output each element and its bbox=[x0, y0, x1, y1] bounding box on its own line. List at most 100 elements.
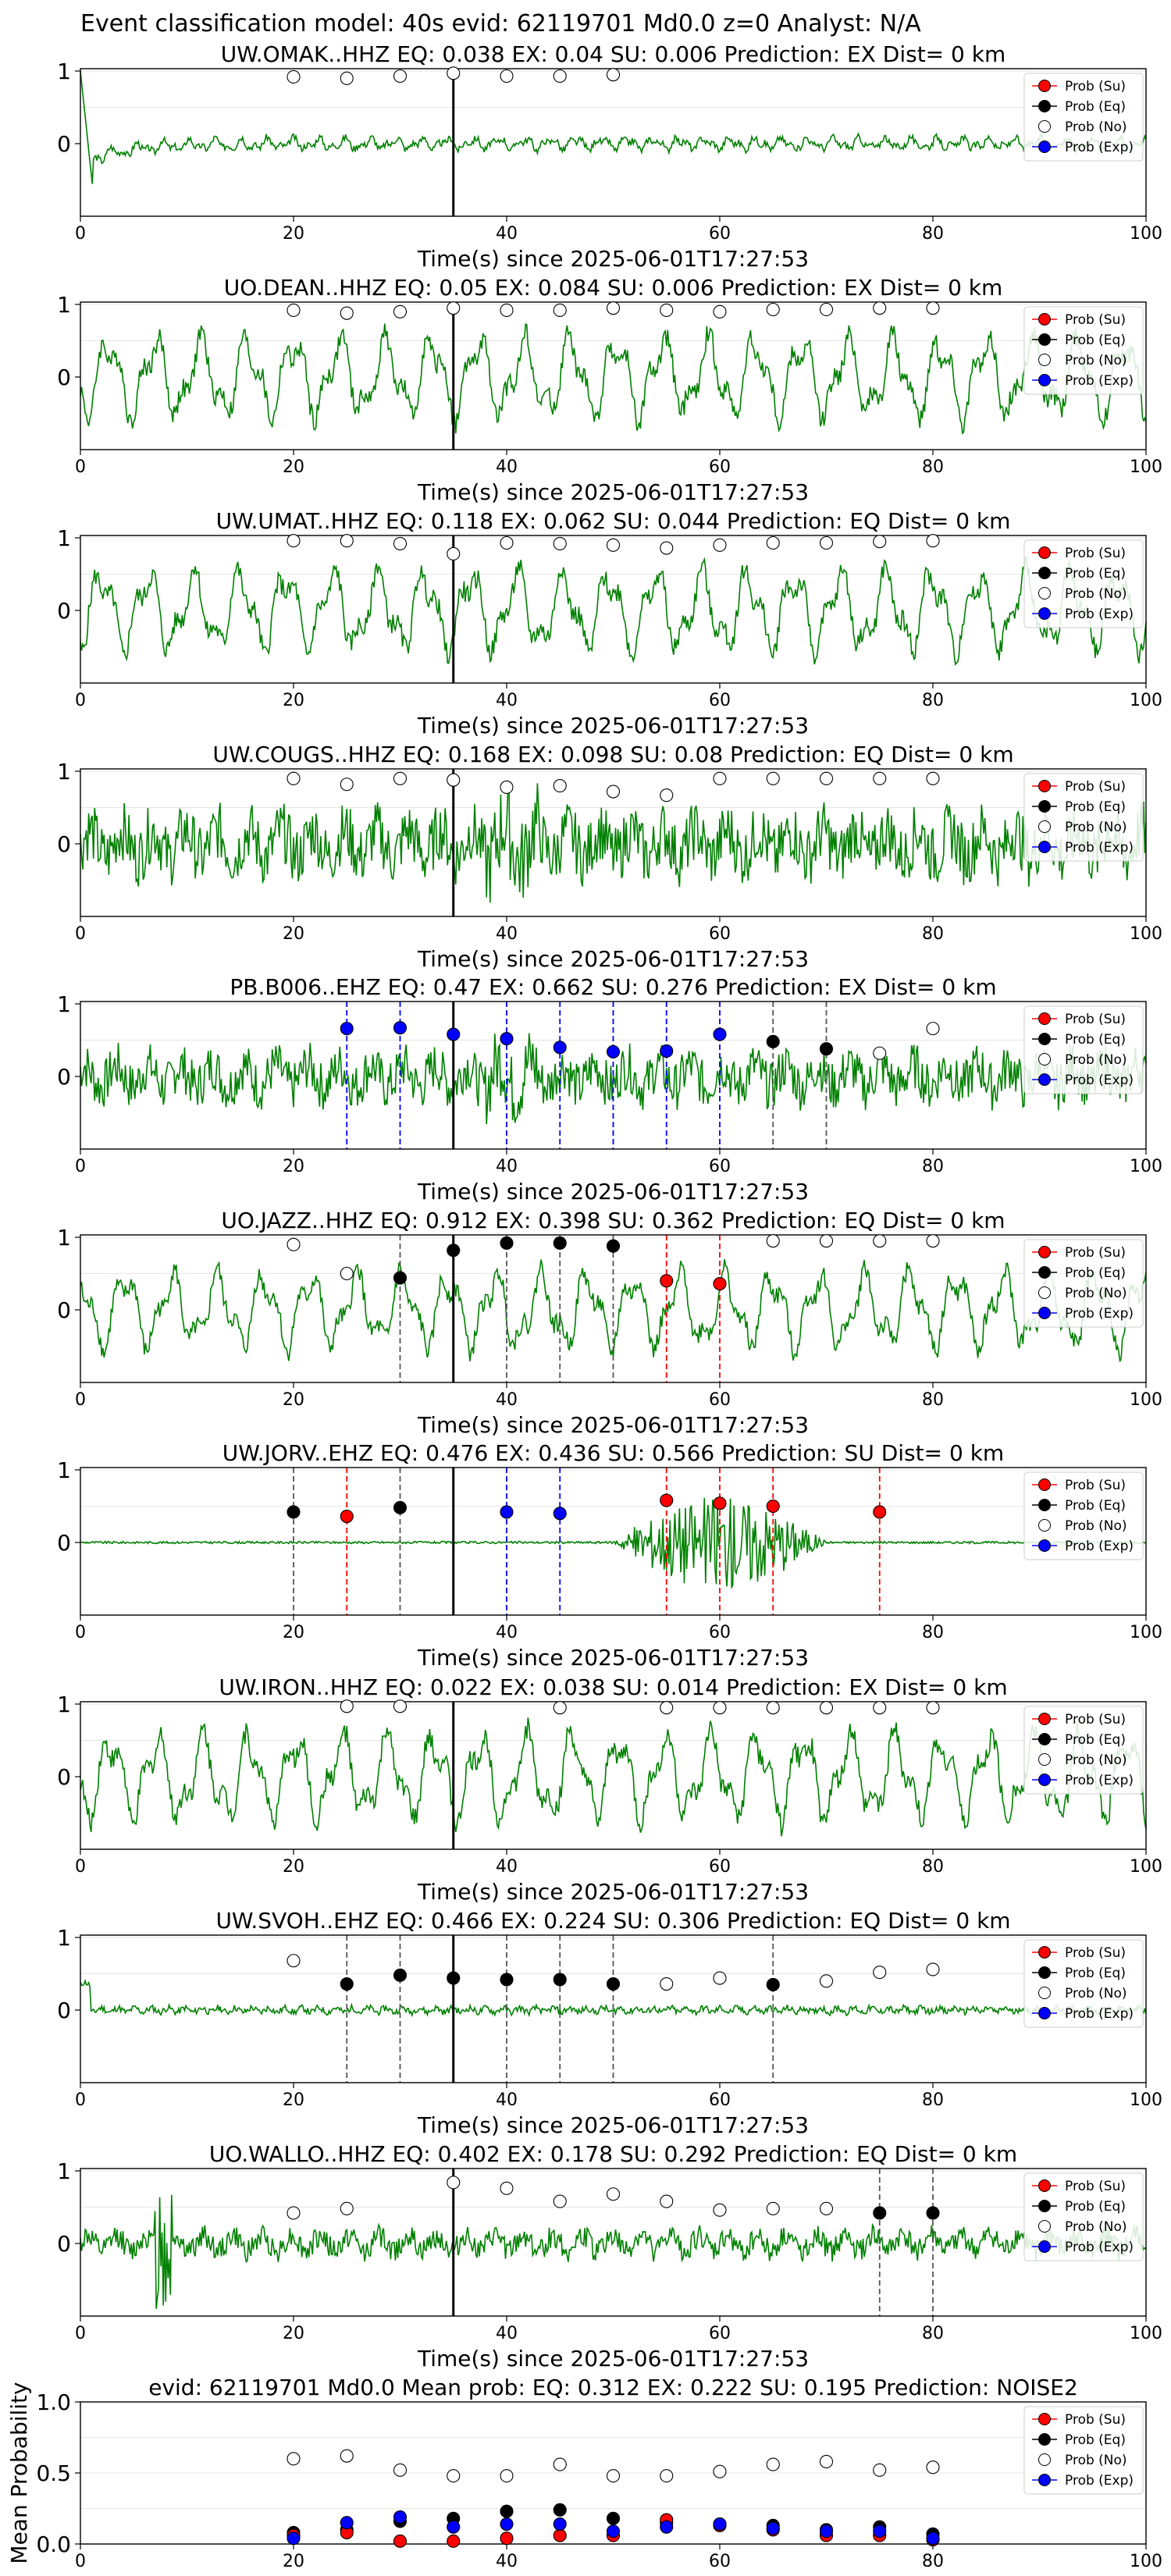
prob-point-no bbox=[287, 303, 301, 317]
prob-point-no bbox=[553, 2457, 567, 2471]
prob-point-eq bbox=[447, 1244, 461, 1258]
panel-5: PB.B006..EHZ EQ: 0.47 EX: 0.662 SU: 0.27… bbox=[57, 974, 1162, 1204]
prob-point-no bbox=[553, 303, 567, 317]
legend-marker-su bbox=[1038, 546, 1051, 559]
legend-marker-su bbox=[1038, 313, 1051, 326]
legend-label: Prob (Su) bbox=[1065, 79, 1126, 94]
axes-frame bbox=[80, 1001, 1147, 1150]
prob-point-no bbox=[340, 777, 354, 792]
legend-marker-exp bbox=[1038, 1774, 1051, 1786]
prob-point-no bbox=[926, 534, 940, 548]
legend-label: Prob (Su) bbox=[1065, 2179, 1126, 2194]
prob-point-exp bbox=[393, 1021, 408, 1035]
x-tick-label: 100 bbox=[1130, 691, 1162, 710]
x-tick-label: 60 bbox=[709, 1857, 731, 1877]
x-axis-label: Time(s) since 2025-06-01T17:27:53 bbox=[417, 1412, 809, 1438]
waveform-trace bbox=[80, 70, 1147, 184]
prob-point-exp bbox=[553, 1041, 567, 1055]
prob-point-exp bbox=[713, 1027, 727, 1041]
legend-label: Prob (Su) bbox=[1065, 779, 1126, 795]
prob-point-eq bbox=[766, 1977, 780, 1991]
y-tick-label: 0 bbox=[57, 2231, 71, 2257]
legend-marker-exp bbox=[1038, 607, 1051, 620]
y-tick-label: 0 bbox=[57, 1297, 71, 1323]
prob-point-no bbox=[393, 2463, 408, 2477]
legend-label: Prob (Su) bbox=[1065, 2412, 1126, 2428]
prob-point-exp bbox=[340, 2516, 354, 2530]
waveform-trace bbox=[80, 1717, 1147, 1837]
prob-point-eq bbox=[606, 1239, 621, 1253]
legend-label: Prob (Su) bbox=[1065, 1712, 1126, 1727]
waveform-trace bbox=[80, 1978, 1147, 2018]
prob-point-exp bbox=[340, 1022, 354, 1036]
x-tick-label: 80 bbox=[922, 224, 944, 244]
prob-point-eq bbox=[766, 1034, 780, 1048]
prob-point-no bbox=[660, 2194, 674, 2208]
prob-point-no bbox=[819, 2201, 834, 2215]
y-tick-label: 0 bbox=[57, 831, 71, 857]
legend-marker-eq bbox=[1038, 333, 1051, 346]
panel-title: UO.WALLO..HHZ EQ: 0.402 EX: 0.178 SU: 0.… bbox=[209, 2141, 1017, 2167]
y-tick-label: 0.5 bbox=[36, 2460, 71, 2486]
prob-point-exp bbox=[873, 2524, 887, 2539]
x-tick-label: 0 bbox=[75, 224, 86, 244]
panel-title: UO.JAZZ..HHZ EQ: 0.912 EX: 0.398 SU: 0.3… bbox=[221, 1208, 1005, 1233]
x-axis-label: Time(s) since 2025-06-01T17:27:53 bbox=[417, 713, 809, 738]
legend-label: Prob (Su) bbox=[1065, 1478, 1126, 1493]
y-tick-label: 0 bbox=[57, 1764, 71, 1790]
prob-point-eq bbox=[926, 2206, 940, 2220]
legend-frame bbox=[1023, 306, 1144, 395]
panel-7: UW.JORV..EHZ EQ: 0.476 EX: 0.436 SU: 0.5… bbox=[57, 1440, 1162, 1670]
prob-point-no bbox=[926, 1962, 940, 1976]
prob-point-su bbox=[766, 1499, 780, 1514]
legend: Prob (Su) Prob (Eq) Prob (No) Prob (Exp) bbox=[1023, 2406, 1144, 2495]
prob-point-su bbox=[713, 1276, 727, 1291]
x-tick-label: 100 bbox=[1130, 2090, 1162, 2110]
y-tick-label: 0 bbox=[57, 131, 71, 157]
prob-point-no bbox=[606, 301, 621, 315]
legend-label: Prob (Su) bbox=[1065, 546, 1126, 561]
legend-label: Prob (Eq) bbox=[1065, 1265, 1126, 1281]
axes-frame bbox=[80, 768, 1147, 917]
prob-point-eq bbox=[500, 2504, 514, 2518]
legend-marker-su bbox=[1038, 1713, 1051, 1725]
prob-point-no bbox=[447, 2176, 461, 2190]
prob-point-eq bbox=[873, 2206, 887, 2220]
legend: Prob (Su) Prob (Eq) Prob (No) Prob (Exp) bbox=[1023, 1471, 1144, 1560]
y-tick-label: 0 bbox=[57, 365, 71, 390]
legend-marker-exp bbox=[1038, 2474, 1051, 2486]
axes-frame bbox=[80, 2168, 1147, 2317]
legend-frame bbox=[1023, 1005, 1144, 1094]
prob-point-eq bbox=[553, 2503, 567, 2517]
prob-point-no bbox=[447, 546, 461, 561]
legend-marker-exp bbox=[1038, 841, 1051, 853]
x-tick-label: 40 bbox=[496, 457, 518, 477]
x-tick-label: 20 bbox=[283, 691, 304, 710]
prob-point-exp bbox=[393, 2510, 408, 2524]
panel-3: UW.UMAT..HHZ EQ: 0.118 EX: 0.062 SU: 0.0… bbox=[57, 508, 1162, 738]
prob-point-exp bbox=[713, 2517, 727, 2532]
x-tick-label: 60 bbox=[709, 224, 731, 244]
legend-label: Prob (Exp) bbox=[1065, 2240, 1134, 2255]
prob-point-no bbox=[340, 71, 354, 85]
panel-title: UW.COUGS..HHZ EQ: 0.168 EX: 0.098 SU: 0.… bbox=[212, 742, 1013, 767]
prob-point-no bbox=[500, 535, 514, 550]
prob-point-no bbox=[447, 66, 461, 80]
x-tick-label: 20 bbox=[283, 1623, 304, 1642]
prob-point-exp bbox=[819, 2524, 834, 2539]
prob-point-no bbox=[500, 69, 514, 84]
prob-point-no bbox=[393, 536, 408, 550]
prob-point-no bbox=[287, 2206, 301, 2220]
prob-point-no bbox=[287, 2452, 301, 2466]
prob-point-no bbox=[340, 306, 354, 320]
legend-label: Prob (Eq) bbox=[1065, 2432, 1126, 2448]
prob-point-no bbox=[553, 536, 567, 550]
prob-point-exp bbox=[660, 1044, 674, 1058]
x-tick-label: 80 bbox=[922, 2552, 944, 2571]
panel-title: evid: 62119701 Md0.0 Mean prob: EQ: 0.31… bbox=[148, 2375, 1078, 2400]
legend-marker-no bbox=[1038, 354, 1051, 366]
prob-point-no bbox=[287, 771, 301, 785]
prob-point-su bbox=[553, 2528, 567, 2542]
prob-point-no bbox=[819, 535, 834, 550]
